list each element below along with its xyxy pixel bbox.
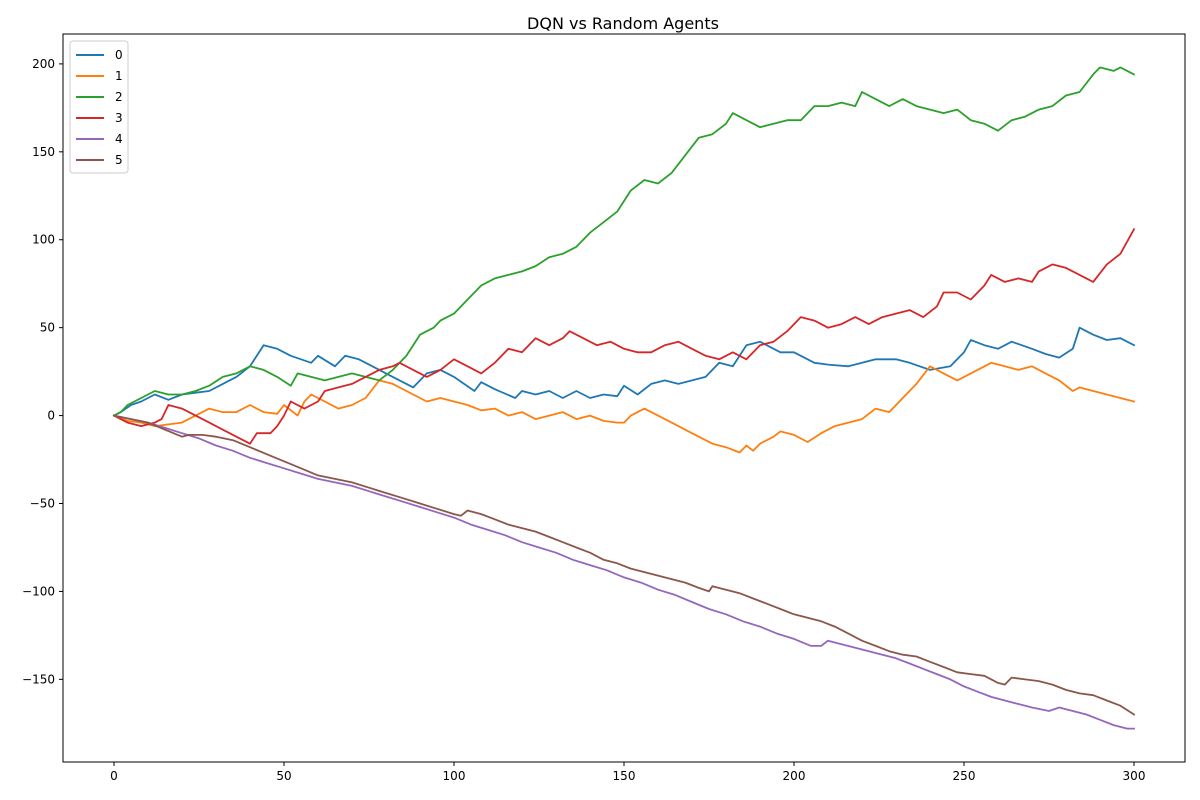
y-tick-label: 100 <box>32 233 55 247</box>
legend-label-2: 2 <box>115 90 123 104</box>
series-layer <box>112 66 1136 730</box>
x-tick-label: 200 <box>783 769 806 783</box>
x-tick-label: 100 <box>443 769 466 783</box>
x-tick-label: 300 <box>1123 769 1146 783</box>
series-line-1 <box>112 361 1136 454</box>
series-line-3 <box>112 227 1136 445</box>
y-tick-label: 150 <box>32 145 55 159</box>
legend-label-5: 5 <box>115 153 123 167</box>
y-tick-label: 50 <box>40 321 55 335</box>
series-line-2 <box>112 66 1136 417</box>
series-line-4 <box>112 414 1135 730</box>
y-tick-label: −50 <box>30 497 55 511</box>
x-tick-label: 50 <box>276 769 291 783</box>
y-tick-label: −150 <box>22 672 55 686</box>
legend-label-3: 3 <box>115 111 123 125</box>
x-tick-label: 250 <box>953 769 976 783</box>
axes-layer: 0 50 100 150 200 250 300−150−100−5005010015020… <box>22 33 1186 783</box>
legend: 0 1 2 3 4 5 <box>69 40 129 174</box>
legend-label-0: 0 <box>115 48 123 62</box>
chart-title: DQN vs Random Agents <box>527 14 719 33</box>
x-tick-label: 0 <box>110 769 118 783</box>
y-tick-label: 0 <box>47 409 55 423</box>
legend-label-4: 4 <box>115 132 123 146</box>
series-line-5 <box>112 414 1136 716</box>
series-line-0 <box>112 326 1136 417</box>
y-tick-label: 200 <box>32 57 55 71</box>
x-tick-label: 150 <box>613 769 636 783</box>
y-tick-label: −100 <box>22 584 55 598</box>
legend-label-1: 1 <box>115 69 123 83</box>
